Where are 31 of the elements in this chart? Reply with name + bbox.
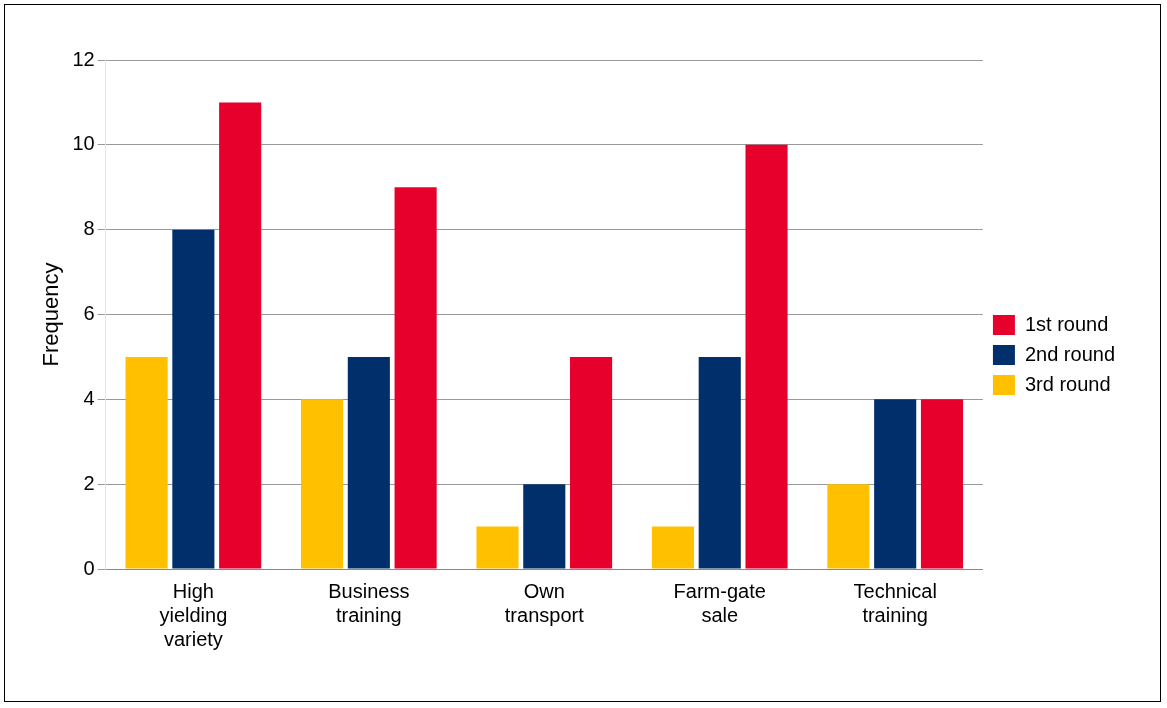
bar	[219, 102, 262, 569]
x-tick-label: Own transport	[504, 579, 585, 626]
bar	[394, 187, 437, 569]
bar	[874, 399, 917, 569]
y-tick-label: 0	[83, 556, 95, 579]
y-tick-label: 12	[72, 47, 95, 70]
y-tick-label: 2	[83, 471, 95, 494]
bar	[523, 484, 566, 569]
y-tick-label: 10	[72, 132, 95, 155]
bar	[920, 399, 964, 569]
bar	[300, 399, 344, 569]
y-tick-label: 8	[83, 217, 95, 240]
y-axis-title: Frequency	[38, 262, 64, 367]
y-tick-label: 6	[83, 302, 95, 325]
bar	[570, 356, 613, 569]
legend-label: 1st round	[1024, 312, 1109, 335]
legend-label: 2nd round	[1024, 342, 1115, 365]
bar	[476, 526, 519, 569]
bar	[827, 484, 870, 569]
x-tick-label: Business training	[328, 579, 410, 626]
x-tick-label: High yielding variety	[159, 579, 228, 650]
bar	[651, 526, 695, 569]
bar	[172, 229, 215, 569]
legend-label: 3rd round	[1024, 372, 1111, 395]
x-tick-label: Farm-gate sale	[673, 579, 766, 626]
bar	[745, 144, 788, 569]
bar	[125, 356, 168, 569]
bar	[698, 356, 741, 569]
x-tick-label: Technical training	[853, 579, 937, 626]
y-tick-label: 4	[83, 386, 95, 409]
bar	[347, 356, 390, 569]
